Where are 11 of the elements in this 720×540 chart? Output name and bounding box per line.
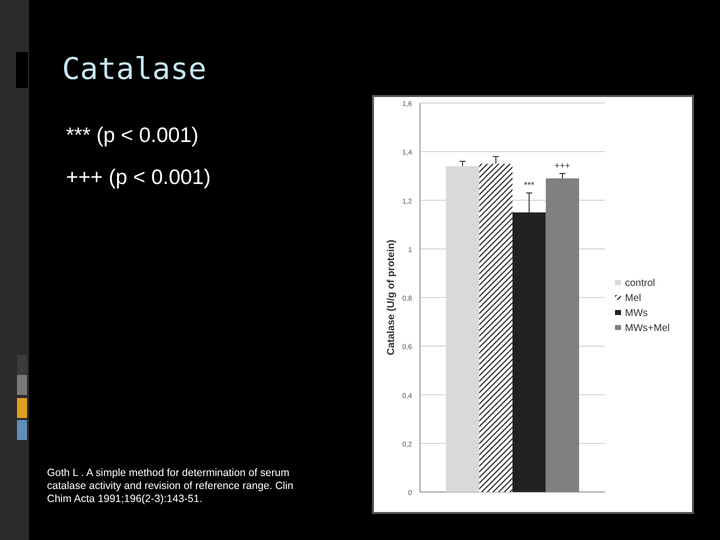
legend-label: MWs+Mel bbox=[625, 323, 670, 334]
legend-label: Mel bbox=[625, 293, 642, 304]
data-label: +++ bbox=[554, 160, 570, 171]
text: +++ (p < 0.001) bbox=[66, 166, 211, 189]
legend-label: control bbox=[625, 278, 656, 289]
data-label: *** bbox=[524, 180, 535, 190]
text: Catalase bbox=[62, 52, 206, 87]
text: Goth L . A simple method for determination of serum catalase activity and revision of reference range. Clin Chim Acta 1991;196(2-3):143-51. bbox=[47, 467, 294, 505]
y-axis-title: Catalase (U/g of protein) bbox=[386, 240, 397, 356]
legend-label: MWs bbox=[625, 308, 648, 319]
text: *** (p < 0.001) bbox=[66, 124, 199, 147]
